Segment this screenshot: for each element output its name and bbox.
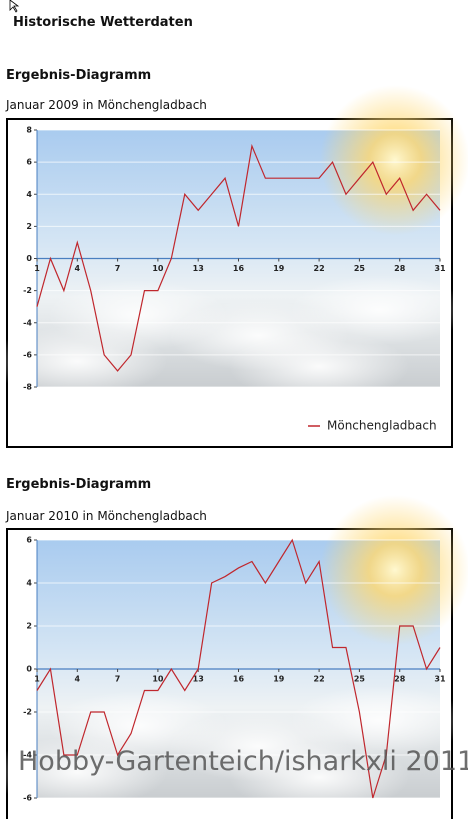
y-tick-label: 0: [26, 665, 32, 674]
x-tick-label: 1: [34, 264, 40, 273]
y-tick-label: -2: [23, 286, 32, 295]
y-tick-label: 0: [26, 254, 32, 263]
x-tick-label: 19: [273, 675, 285, 684]
y-tick-label: -6: [23, 794, 32, 803]
x-tick-label: 10: [152, 264, 164, 273]
data-line: [36, 538, 441, 799]
y-tick-label: 6: [26, 158, 32, 167]
x-tick-label: 22: [314, 264, 325, 273]
x-tick-label: 28: [394, 264, 406, 273]
x-tick-label: 25: [354, 675, 366, 684]
x-tick-label: 16: [233, 675, 245, 684]
x-tick-label: 13: [193, 675, 204, 684]
y-tick-label: -2: [23, 708, 32, 717]
y-tick-label: -4: [23, 318, 32, 327]
legend-label: Mönchengladbach: [327, 419, 437, 433]
cloud: [229, 331, 410, 402]
y-tick-label: 2: [26, 622, 32, 631]
chart-subtitle: Januar 2010 in Mönchengladbach: [5, 509, 207, 523]
page-title: Historische Wetterdaten: [13, 15, 193, 30]
data-line: [36, 143, 441, 372]
chart: Ergebnis-Diagramm Januar 2010 in Möncheng…: [0, 477, 468, 819]
cursor: [9, 0, 20, 13]
watermark: Hobby-Gartenteich/isharkxli 2011: [18, 746, 468, 777]
cloud: [229, 742, 410, 813]
chart-subtitle: Januar 2009 in Mönchengladbach: [5, 98, 207, 112]
chart: Ergebnis-Diagramm Januar 2009 in Möncheng…: [0, 68, 468, 448]
x-tick-label: 31: [434, 675, 446, 684]
cloud: [289, 685, 468, 756]
x-tick-label: 19: [273, 264, 285, 273]
x-tick-label: 1: [34, 675, 40, 684]
x-tick-label: 10: [152, 675, 164, 684]
x-tick-label: 7: [115, 675, 121, 684]
cloud: [0, 326, 168, 397]
x-tick-label: 7: [115, 264, 121, 273]
chart-title: Ergebnis-Diagramm: [6, 477, 151, 492]
x-tick-label: 4: [75, 675, 81, 684]
cloud: [289, 274, 468, 345]
x-tick-label: 25: [354, 264, 366, 273]
y-tick-label: 4: [26, 190, 32, 199]
y-tick-label: -8: [23, 383, 32, 392]
y-tick-label: -6: [23, 350, 32, 359]
sun: [320, 85, 468, 235]
y-tick-label: 4: [26, 579, 32, 588]
y-tick-label: 2: [26, 222, 32, 231]
x-tick-label: 13: [193, 264, 204, 273]
x-tick-label: 4: [75, 264, 81, 273]
y-tick-label: 8: [26, 126, 32, 135]
y-tick-label: 6: [26, 536, 32, 545]
x-tick-label: 28: [394, 675, 406, 684]
chart-title: Ergebnis-Diagramm: [6, 68, 151, 83]
x-tick-label: 31: [434, 264, 446, 273]
x-tick-label: 16: [233, 264, 245, 273]
sun: [320, 495, 468, 645]
x-tick-label: 22: [314, 675, 325, 684]
y-tick-label: -4: [23, 751, 32, 760]
